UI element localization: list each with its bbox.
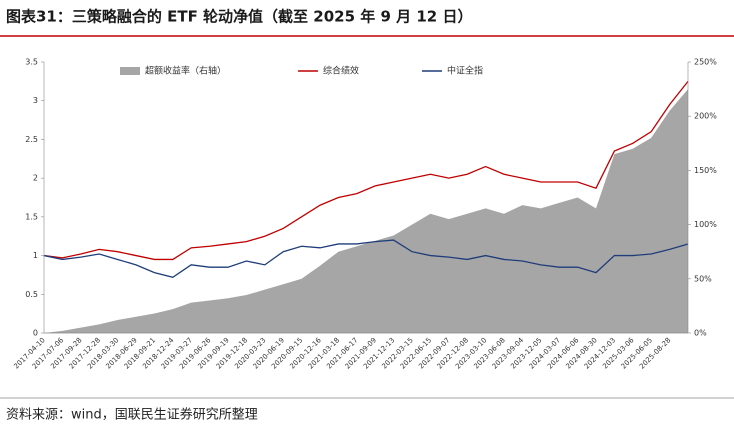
y2-tick-label: 150% [694, 166, 717, 175]
y-tick-label: 0.5 [25, 290, 38, 299]
y-tick-label: 3 [33, 96, 38, 105]
y2-tick-label: 50% [694, 274, 712, 283]
y-tick-label: 2.5 [25, 135, 38, 144]
y-tick-label: 0 [33, 329, 38, 338]
chart-title: 图表31：三策略融合的 ETF 轮动净值（截至 2025 年 9 月 12 日） [6, 8, 472, 26]
legend-swatch [120, 67, 140, 75]
y-tick-label: 2 [33, 174, 38, 183]
area [44, 89, 688, 333]
legend-label: 超额收益率（右轴） [145, 65, 226, 77]
y-tick-label: 3.5 [25, 58, 38, 67]
y2-tick-label: 100% [694, 220, 717, 229]
y2-tick-label: 0% [694, 329, 707, 338]
legend-label: 中证全指 [447, 65, 483, 77]
line [43, 80, 689, 261]
source: 资料来源：wind，国联民生证券研究所整理 [6, 407, 258, 423]
y2-tick-label: 250% [694, 58, 717, 67]
y2-tick-label: 200% [694, 112, 717, 121]
legend-label: 综合绩效 [323, 65, 359, 77]
y-tick-label: 1.5 [25, 212, 38, 221]
line [43, 239, 689, 278]
y-tick-label: 1 [33, 251, 38, 260]
